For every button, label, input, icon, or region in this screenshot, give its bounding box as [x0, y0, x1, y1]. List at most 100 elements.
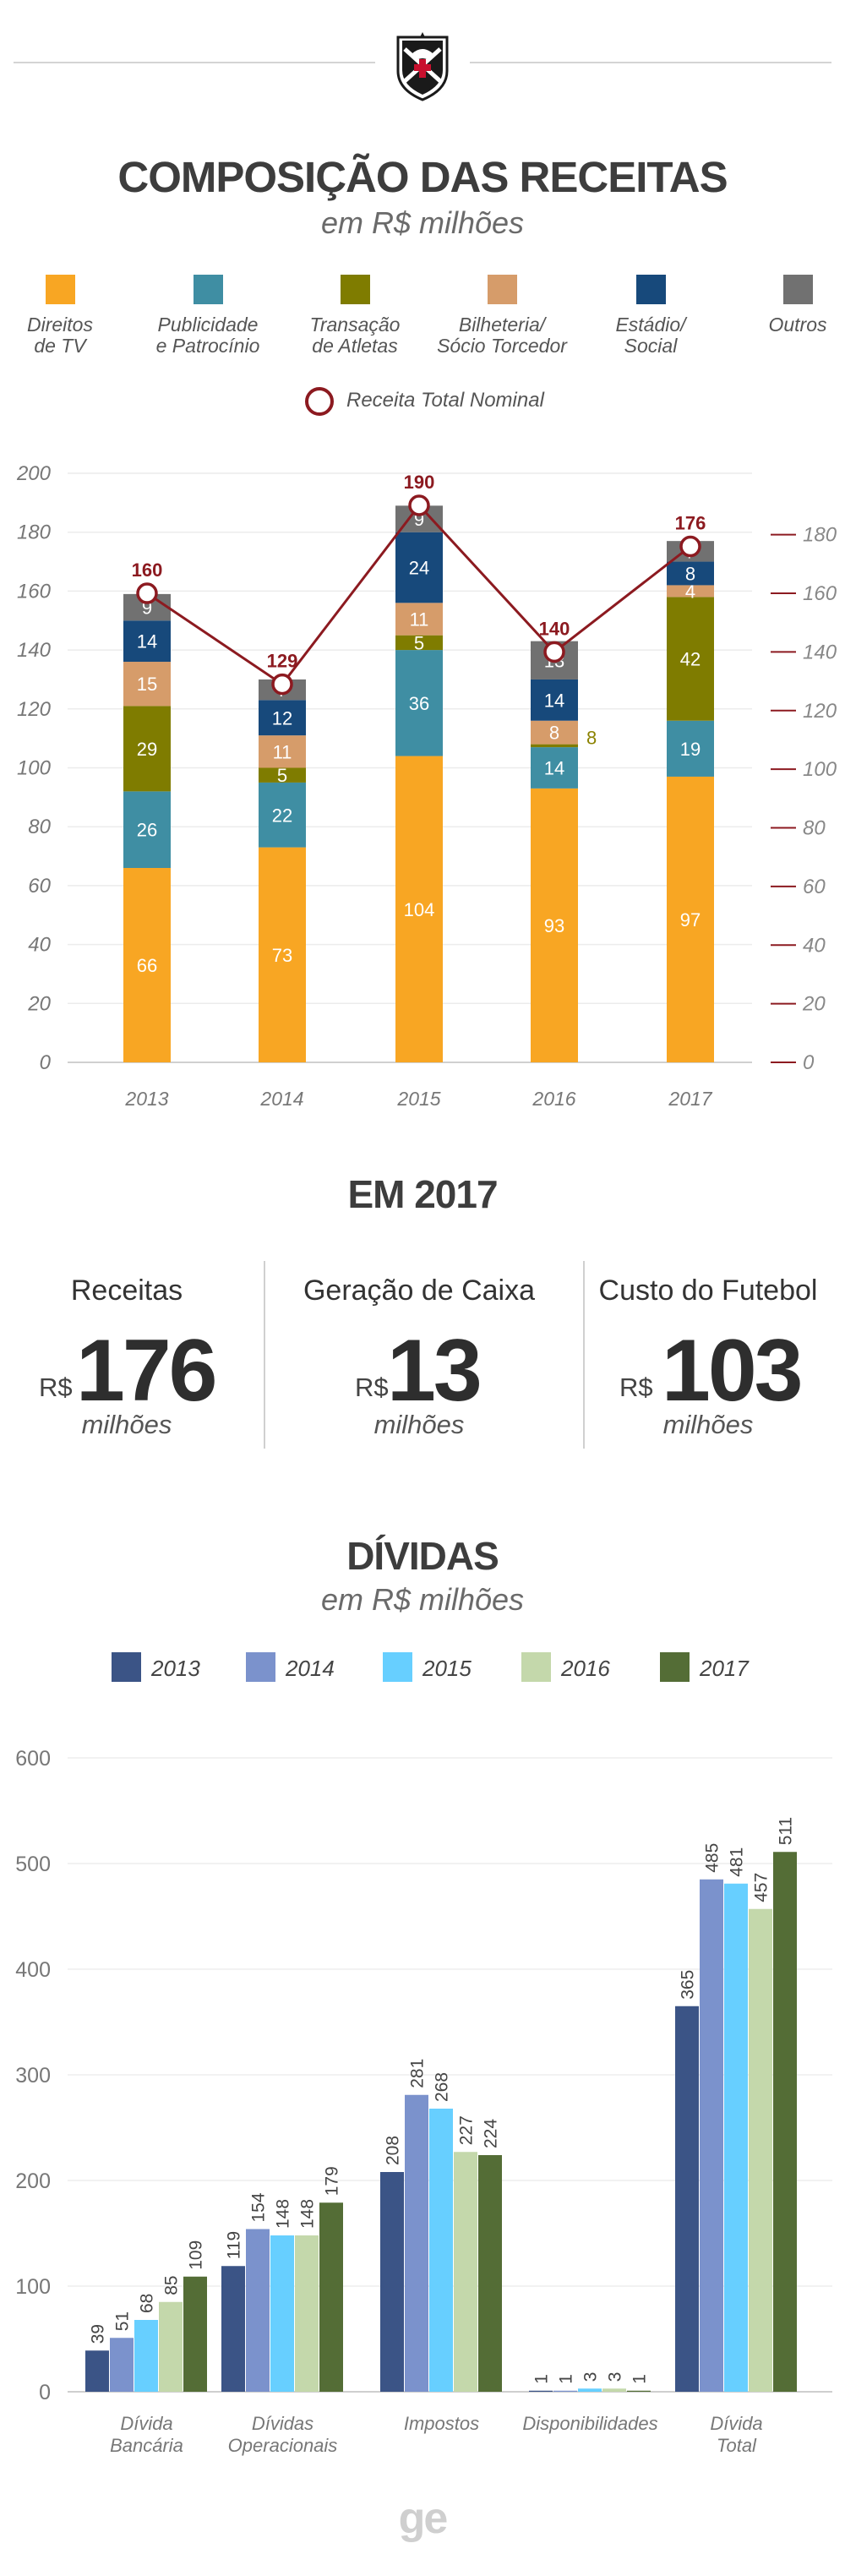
x-tick-label: 2017	[668, 1088, 712, 1110]
bar-segment-bilheteria	[123, 662, 171, 707]
y-tick-label: 140	[17, 639, 52, 662]
debt-bar-value: 457	[752, 1873, 771, 1902]
y-tick-label: 180	[17, 521, 52, 544]
debt-bar-value: 85	[162, 2275, 182, 2295]
legend-swatch-2017	[660, 1652, 690, 1682]
bar-value-label: 19	[680, 739, 701, 760]
debt-bar-2014	[110, 2338, 134, 2392]
debt-bar-2015	[724, 1883, 748, 2392]
y-tick-label: 80	[28, 816, 51, 838]
legend-swatch-2013	[112, 1652, 141, 1682]
bar-value-label: 93	[544, 915, 564, 936]
line-value-label: 129	[267, 651, 298, 672]
bar-segment-transacao	[395, 635, 443, 651]
line-point	[543, 641, 565, 663]
bar-value-label: 29	[137, 739, 157, 760]
kpi-separator	[583, 1261, 585, 1449]
legend-label-estadio: Estádio/ Social	[615, 314, 686, 357]
debt-bar-value: 3	[606, 2372, 625, 2382]
bar-segment-publicidade	[667, 720, 714, 777]
line-point	[679, 535, 701, 558]
debt-bar-value: 109	[187, 2240, 206, 2270]
right-axis-label: 120	[803, 700, 837, 723]
debts-title: DÍVIDAS	[346, 1534, 499, 1578]
x-tick-label: 2014	[259, 1088, 303, 1110]
debt-bar-2016	[295, 2235, 319, 2392]
bar-value-label: 42	[680, 649, 701, 670]
x-category-label: Operacionais	[228, 2435, 338, 2456]
bar-segment-publicidade	[259, 782, 306, 848]
legend-label-2017: 2017	[700, 1656, 749, 1681]
bar-segment-estadio	[531, 679, 578, 721]
y-tick-label: 200	[15, 2169, 51, 2193]
y-tick-label: 200	[16, 462, 52, 485]
debt-bar-value: 365	[679, 1970, 698, 2000]
y-tick-label: 0	[40, 1051, 52, 1074]
kpi-currency: R$	[619, 1373, 653, 1402]
bar-segment-transacao	[667, 597, 714, 721]
bar-value-label: 26	[137, 820, 157, 841]
bar-segment-estadio	[123, 620, 171, 663]
kpi-currency: R$	[39, 1373, 73, 1402]
debt-bar-value: 281	[408, 2059, 428, 2088]
debt-bar-2016	[159, 2301, 183, 2392]
header-rule-right	[470, 62, 831, 63]
debt-bar-value: 208	[384, 2136, 403, 2165]
x-tick-label: 2013	[124, 1088, 168, 1110]
bar-value-label: 5	[414, 632, 424, 653]
bar-value-label: 14	[544, 690, 564, 711]
bar-value-label: 36	[409, 693, 429, 714]
debts-subtitle: em R$ milhões	[320, 1582, 525, 1617]
y-tick-label: 60	[28, 875, 51, 898]
kpi-title: Geração de Caixa	[303, 1274, 536, 1307]
debt-bar-2017	[773, 1852, 797, 2392]
bar-value-label: 73	[272, 945, 292, 966]
bar-value-label: 12	[272, 707, 292, 729]
line-point	[408, 494, 430, 516]
debt-bar-value: 39	[89, 2324, 108, 2344]
bar-segment-direitos	[123, 867, 171, 1062]
debt-bar-value: 119	[225, 2231, 244, 2259]
bar-segment-bilheteria	[531, 720, 578, 745]
kpi-title: Custo do Futebol	[598, 1274, 818, 1307]
kpi-separator	[264, 1261, 265, 1449]
highlights-title: EM 2017	[347, 1172, 498, 1216]
bar-segment-estadio	[395, 532, 443, 603]
bar-value-label: 15	[137, 674, 157, 695]
revenue-subtitle: em R$ milhões	[320, 205, 525, 240]
bar-value-label: 22	[272, 805, 292, 826]
debt-bar-2015	[134, 2320, 158, 2392]
y-tick-label: 400	[15, 1958, 51, 1982]
debt-bar-2017	[183, 2276, 207, 2392]
legend-swatch-estadio	[636, 275, 666, 304]
debt-bar-value: 485	[703, 1843, 722, 1873]
right-axis-label: 40	[803, 934, 826, 957]
legend-label-2015: 2015	[422, 1656, 472, 1681]
legend-label-direitos: Direitos de TV	[27, 314, 93, 357]
legend-swatch-direitos	[46, 275, 75, 304]
y-tick-label: 120	[17, 698, 52, 721]
legend-swatch-publicidade	[194, 275, 223, 304]
kpi-unit: milhões	[662, 1410, 754, 1439]
bar-value-label: 11	[410, 609, 429, 630]
right-axis-label: 20	[802, 993, 826, 1016]
legend-swatch-bilheteria	[488, 275, 517, 304]
debt-bar-2017	[478, 2155, 502, 2392]
debt-bar-2013	[221, 2266, 245, 2392]
debt-bar-2016	[602, 2388, 626, 2392]
bar-value-label: 24	[409, 558, 429, 579]
bar-segment-transacao	[259, 767, 306, 783]
debt-bar-2015	[429, 2109, 453, 2392]
line-value-label: 190	[404, 472, 435, 493]
x-category-label: Impostos	[404, 2413, 479, 2434]
legend-swatch-2015	[383, 1652, 412, 1682]
right-axis-label: 180	[803, 524, 837, 547]
x-tick-label: 2016	[532, 1088, 575, 1110]
debt-bar-value: 1	[557, 2374, 576, 2384]
debt-bar-2016	[454, 2152, 477, 2392]
y-tick-label: 160	[17, 580, 52, 603]
legend-swatch-2014	[246, 1652, 275, 1682]
debt-bar-value: 1	[630, 2374, 650, 2384]
x-category-label: Total	[717, 2435, 757, 2456]
line-point	[136, 582, 158, 604]
